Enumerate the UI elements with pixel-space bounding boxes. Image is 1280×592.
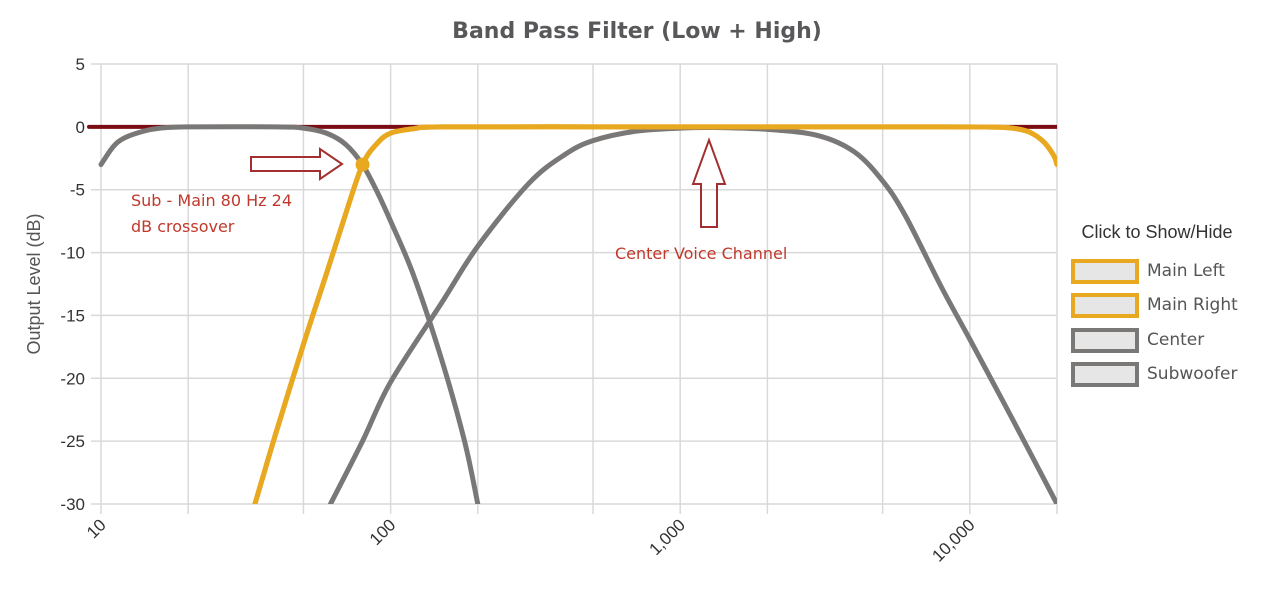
center-voice-annotation-line: Center Voice Channel <box>615 244 787 263</box>
y-tick-label: -15 <box>60 306 85 325</box>
x-tick-label: 100 <box>366 515 399 548</box>
crossover-point-marker <box>355 157 370 172</box>
x-tick-label: 10,000 <box>928 515 978 565</box>
series-layer <box>87 124 1057 504</box>
series-line-subwoofer <box>98 124 481 504</box>
legend-label-center: Center <box>1147 330 1204 350</box>
legend-label-main-left: Main Left <box>1147 261 1225 281</box>
center-voice-annotation: Center Voice Channel <box>615 244 787 263</box>
y-tick-label: -20 <box>60 369 85 388</box>
legend-label-main-right: Main Right <box>1147 295 1238 315</box>
chart-title: Band Pass Filter (Low + High) <box>452 19 822 44</box>
legend-swatch-subwoofer <box>1071 362 1139 387</box>
legend-item-main-right[interactable]: Main Right <box>1071 293 1238 318</box>
y-tick-label: 5 <box>76 55 85 74</box>
legend-label-subwoofer: Subwoofer <box>1147 364 1238 384</box>
center-arrow-icon <box>691 137 727 228</box>
y-tick-label: -5 <box>70 181 85 200</box>
x-ticks: 10 100 1,000 10,000 <box>83 515 979 565</box>
legend-item-main-left[interactable]: Main Left <box>1071 259 1225 284</box>
legend-swatch-main-right <box>1071 293 1139 318</box>
grid <box>91 63 1058 514</box>
legend-item-subwoofer[interactable]: Subwoofer <box>1071 362 1238 387</box>
y-tick-label: -30 <box>60 495 85 514</box>
y-tick-label: 0 <box>76 118 85 137</box>
legend-item-center[interactable]: Center <box>1071 328 1204 353</box>
y-tick-label: -25 <box>60 432 85 451</box>
series-line-main-left <box>252 124 1057 504</box>
x-tick-label: 1,000 <box>646 515 690 559</box>
legend-swatch-main-left <box>1071 259 1139 284</box>
crossover-annotation: Sub - Main 80 Hz 24 dB crossover <box>131 191 297 236</box>
y-axis-label: Output Level (dB) <box>24 213 44 354</box>
legend-swatch-center <box>1071 328 1139 353</box>
crossover-annotation-line-1: Sub - Main 80 Hz 24 <box>131 191 292 210</box>
x-tick-label: 10 <box>83 515 110 542</box>
crossover-arrow-icon <box>250 147 344 181</box>
crossover-annotation-line-2: dB crossover <box>131 217 235 236</box>
y-ticks: 5 0 -5 -10 -15 -20 -25 -30 <box>60 55 85 514</box>
y-tick-label: -10 <box>60 244 85 263</box>
legend-title: Click to Show/Hide <box>1081 222 1232 242</box>
legend: Click to Show/Hide Main Left Main Right … <box>1071 222 1238 387</box>
